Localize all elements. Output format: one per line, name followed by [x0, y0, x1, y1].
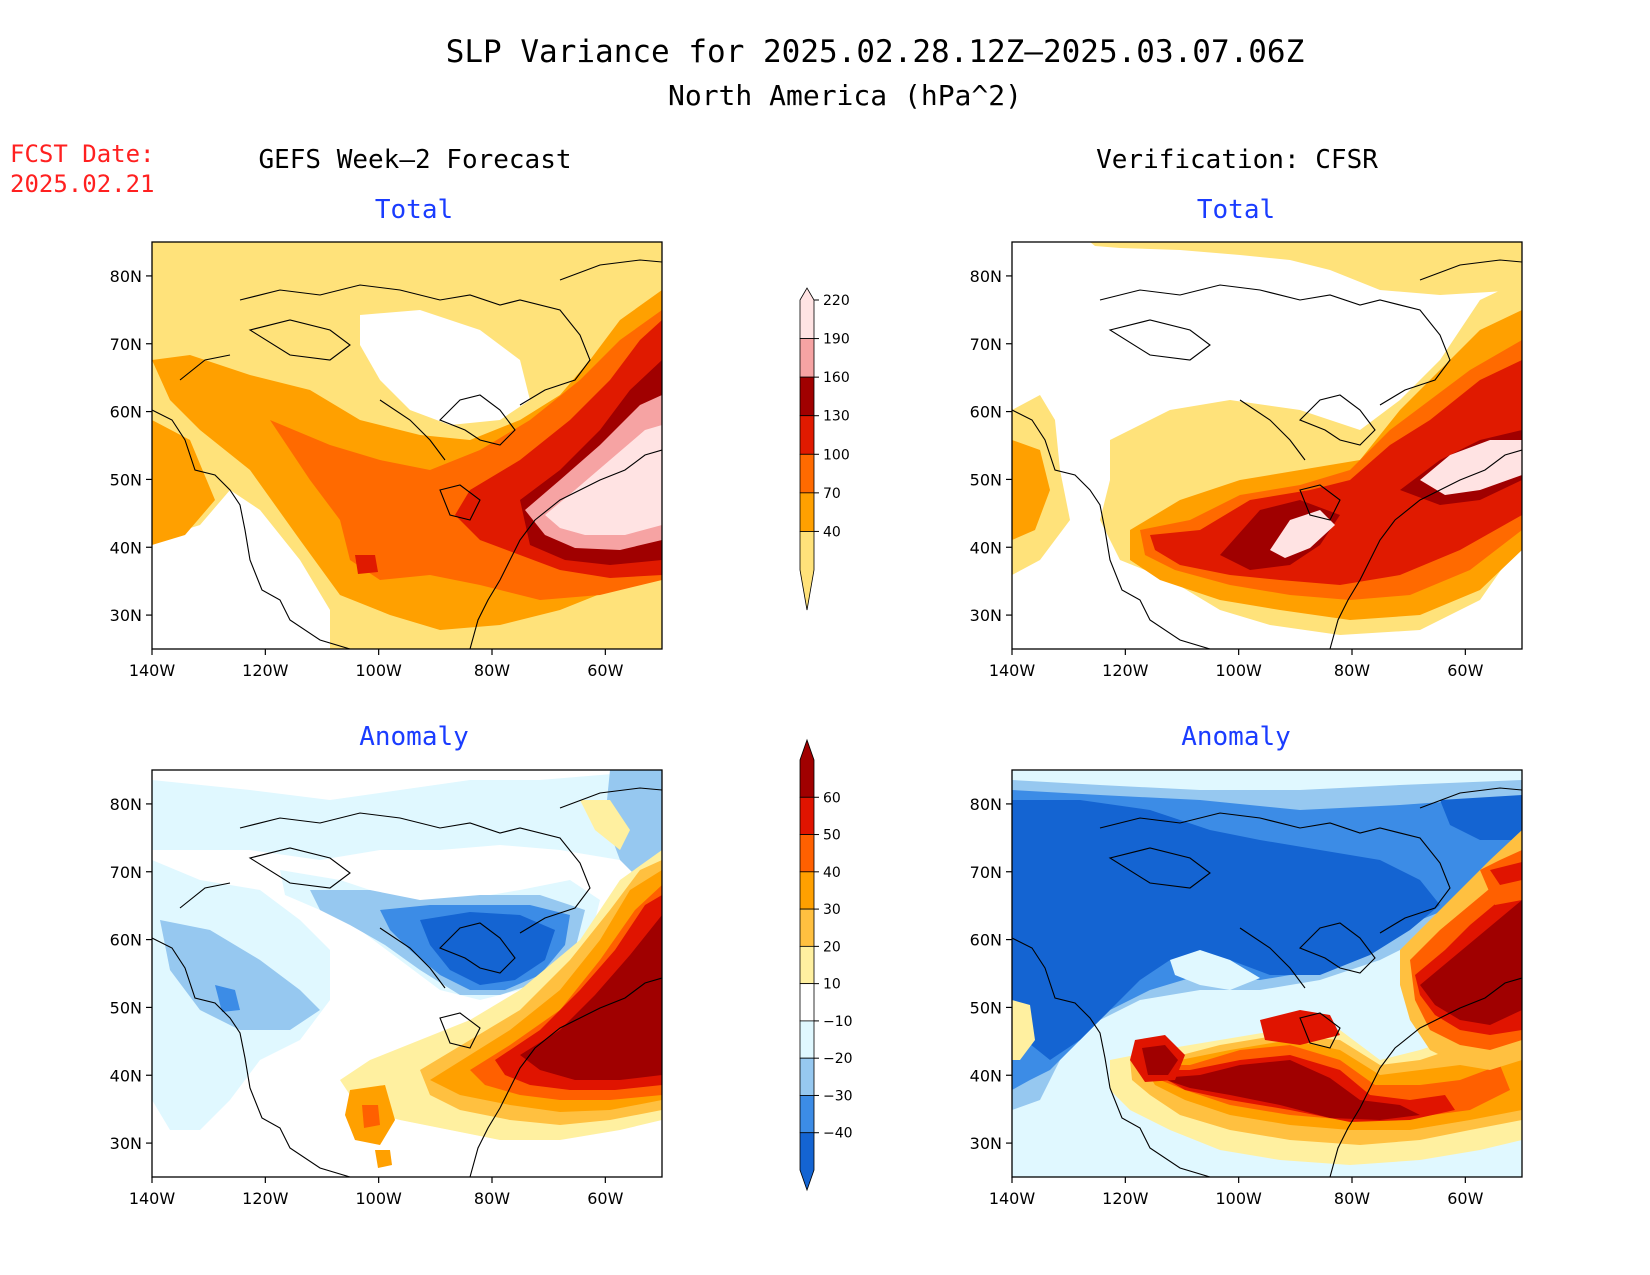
lat-tick-label: 50N	[970, 998, 1002, 1017]
colorbar-label: 100	[823, 447, 850, 463]
lon-tick-label: 80W	[1334, 1189, 1370, 1208]
lat-tick-label: 30N	[110, 1134, 142, 1153]
colorbar-label: 70	[823, 486, 841, 502]
colorbar-swatch	[799, 453, 815, 494]
map-forecast-anomaly	[151, 769, 663, 1178]
lat-tick-label: 30N	[970, 1134, 1002, 1153]
colorbar-swatch	[799, 492, 815, 532]
colorbar-swatch	[799, 531, 815, 611]
colorbar-swatch	[799, 287, 815, 339]
left-column-header: GEFS Week–2 Forecast	[258, 145, 571, 175]
fcst-date-label: FCST Date:	[10, 140, 155, 168]
main-title: SLP Variance for 2025.02.28.12Z–2025.03.…	[446, 34, 1305, 70]
lat-tick-label: 60N	[970, 403, 1002, 422]
lon-tick-label: 60W	[587, 661, 623, 680]
lat-tick-label: 50N	[110, 470, 142, 489]
lat-tick-label: 80N	[110, 795, 142, 814]
lat-tick-label: 30N	[970, 606, 1002, 625]
colorbar-swatch	[799, 983, 815, 1022]
colorbar-swatch	[799, 834, 815, 873]
colorbar-label: 30	[823, 902, 841, 918]
colorbar-swatch	[799, 1057, 815, 1096]
lon-tick-label: 80W	[1334, 661, 1370, 680]
lat-tick-label: 80N	[970, 267, 1002, 286]
colorbar-label: −40	[823, 1126, 853, 1142]
lat-tick-label: 80N	[970, 795, 1002, 814]
main-subtitle: North America (hPa^2)	[668, 79, 1022, 112]
lon-tick-label: 120W	[242, 1189, 289, 1208]
lat-tick-label: 50N	[110, 998, 142, 1017]
map-forecast-total	[151, 241, 663, 650]
lat-tick-label: 30N	[110, 606, 142, 625]
lon-tick-label: 100W	[355, 661, 402, 680]
colorbar-swatch	[799, 376, 815, 417]
colorbar-label: −10	[823, 1014, 853, 1030]
colorbar-swatch	[799, 796, 815, 835]
lon-tick-label: 120W	[1102, 661, 1149, 680]
lat-tick-label: 40N	[970, 538, 1002, 557]
lon-tick-label: 100W	[1215, 661, 1262, 680]
lon-tick-label: 80W	[474, 661, 510, 680]
right-column-header: Verification: CFSR	[1096, 145, 1378, 175]
lon-tick-label: 140W	[129, 1189, 176, 1208]
panel-title-forecast-total: Total	[375, 195, 453, 225]
colorbar-label: 130	[823, 409, 850, 425]
colorbar-label: 50	[823, 828, 841, 844]
colorbar-swatch	[799, 945, 815, 985]
lat-tick-label: 70N	[110, 863, 142, 882]
lat-tick-label: 60N	[110, 403, 142, 422]
lon-tick-label: 80W	[474, 1189, 510, 1208]
colorbar-swatch	[799, 415, 815, 455]
lat-tick-label: 80N	[110, 267, 142, 286]
lon-tick-label: 60W	[1447, 1189, 1483, 1208]
colorbar-swatch	[799, 871, 815, 910]
lat-tick-label: 70N	[970, 863, 1002, 882]
lat-tick-label: 70N	[970, 335, 1002, 354]
lon-tick-label: 140W	[129, 661, 176, 680]
colorbar-swatch	[799, 1132, 815, 1192]
panel-title-verif-anomaly: Anomaly	[1181, 722, 1291, 752]
panel-title-verif-total: Total	[1197, 195, 1275, 225]
colorbar-swatch	[799, 1020, 815, 1059]
colorbar-label: 160	[823, 370, 850, 386]
colorbar-label: 60	[823, 790, 841, 806]
fcst-date-value: 2025.02.21	[10, 170, 155, 198]
colorbar-swatch	[799, 908, 815, 947]
colorbar-anomaly: −40 −30 −20 −10 10 20 30 40 50 60	[799, 738, 853, 1192]
lon-tick-label: 100W	[355, 1189, 402, 1208]
colorbar-label: 220	[823, 293, 850, 309]
colorbar-label: 40	[823, 865, 841, 881]
map-verification-total	[1011, 241, 1523, 650]
lat-tick-label: 60N	[970, 931, 1002, 950]
map-verification-anomaly	[1011, 769, 1523, 1178]
lat-tick-label: 40N	[110, 1066, 142, 1085]
lon-tick-label: 140W	[989, 1189, 1036, 1208]
lon-tick-label: 60W	[587, 1189, 623, 1208]
colorbar-label: 190	[823, 332, 850, 348]
colorbar-swatch	[799, 1095, 815, 1134]
lat-tick-label: 60N	[110, 931, 142, 950]
lon-tick-label: 60W	[1447, 661, 1483, 680]
colorbar-total: 40 70 100 130 160 190 220	[799, 287, 850, 611]
colorbar-swatch	[799, 338, 815, 378]
colorbar-label: 10	[823, 977, 841, 993]
colorbar-swatch	[799, 738, 815, 798]
colorbar-label: 40	[823, 524, 841, 540]
lon-tick-label: 100W	[1215, 1189, 1262, 1208]
colorbar-label: 20	[823, 939, 841, 955]
lat-tick-label: 50N	[970, 470, 1002, 489]
lat-tick-label: 40N	[110, 538, 142, 557]
lat-tick-label: 40N	[970, 1066, 1002, 1085]
lat-tick-label: 70N	[110, 335, 142, 354]
colorbar-label: −30	[823, 1088, 853, 1104]
lon-tick-label: 120W	[242, 661, 289, 680]
panel-title-forecast-anomaly: Anomaly	[359, 722, 469, 752]
colorbar-label: −20	[823, 1051, 853, 1067]
lon-tick-label: 120W	[1102, 1189, 1149, 1208]
lon-tick-label: 140W	[989, 661, 1036, 680]
